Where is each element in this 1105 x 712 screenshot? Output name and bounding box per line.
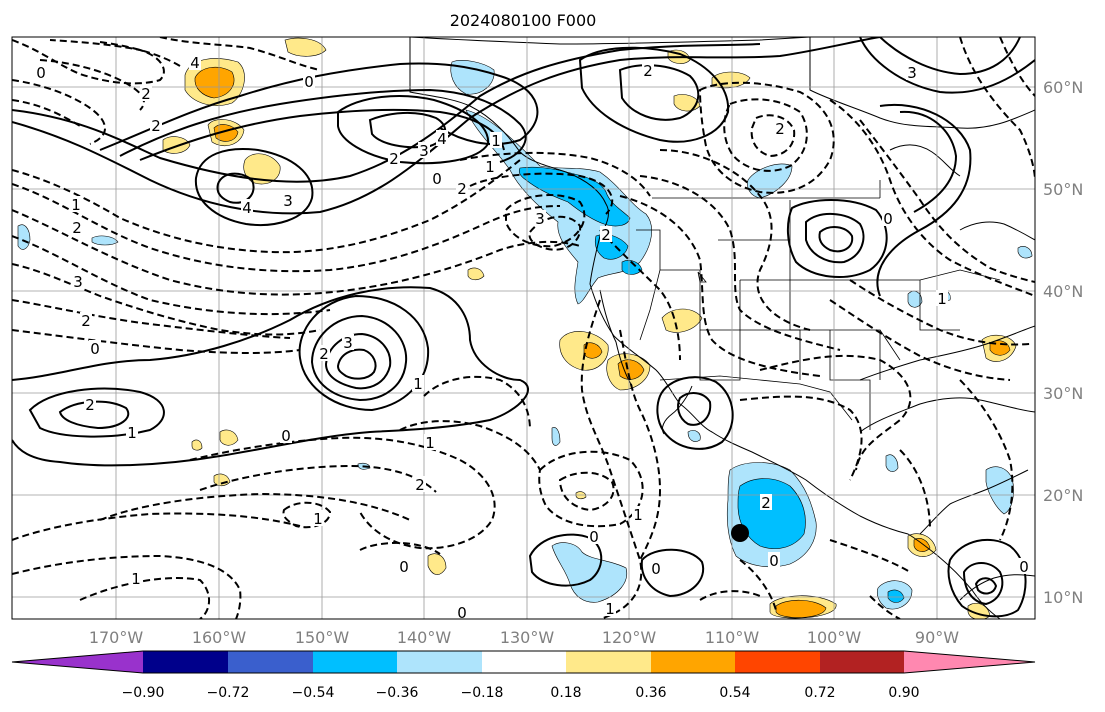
- contour-label: 4: [242, 199, 252, 217]
- contour-label: 1: [425, 434, 435, 452]
- lon-label: 140°W: [397, 628, 452, 647]
- contour-label: 3: [419, 142, 429, 160]
- contour-label: 2: [319, 345, 329, 363]
- contour-label: 1: [131, 570, 141, 588]
- contour-label: 2: [761, 494, 771, 512]
- contour-label: 0: [90, 340, 100, 358]
- lon-label: 160°W: [192, 628, 247, 647]
- contour-label: 2: [415, 476, 425, 494]
- contour-label: 1: [413, 375, 423, 393]
- contour-label: 4: [437, 130, 447, 148]
- map-frame: [11, 36, 1036, 620]
- colorbar-bin: [735, 651, 820, 673]
- contour-labels: 0 4 2 0 2 4 3 2 0 2 4 3 1 2 3 2 0 2 3 2 …: [35, 54, 1030, 622]
- lon-label: 150°W: [295, 628, 350, 647]
- colorbar-bin: [228, 651, 313, 673]
- lat-label: 60°N: [1043, 78, 1083, 97]
- contour-label: 3: [343, 334, 353, 352]
- lon-label: 170°W: [89, 628, 144, 647]
- contour-label: 3: [907, 64, 917, 82]
- lat-label: 20°N: [1043, 486, 1083, 505]
- map-area: 0 4 2 0 2 4 3 2 0 2 4 3 1 2 3 2 0 2 3 2 …: [12, 37, 1035, 622]
- contour-label: 2: [141, 85, 151, 103]
- contour-label: 1: [313, 510, 323, 528]
- lat-label: 50°N: [1043, 180, 1083, 199]
- contour-label: 2: [85, 396, 95, 414]
- colorbar-bin: [313, 651, 397, 673]
- colorbar-tick: 0.90: [888, 685, 919, 701]
- solid-contours: [12, 37, 1035, 618]
- contour-label: 0: [399, 558, 409, 576]
- colorbar-bin: [820, 651, 904, 673]
- figure-title: 2024080100 F000: [450, 11, 597, 30]
- colorbar-tick: 0.72: [804, 685, 835, 701]
- contour-label: 1: [633, 506, 643, 524]
- lat-label: 40°N: [1043, 282, 1083, 301]
- contour-label: 0: [589, 528, 599, 546]
- contour-label: 1: [937, 290, 947, 308]
- contour-label: 4: [190, 54, 200, 72]
- colorbar-bin: [397, 651, 482, 673]
- lon-label: 90°W: [915, 628, 959, 647]
- contour-label: 1: [491, 132, 501, 150]
- contour-label: 3: [535, 210, 545, 228]
- colorbar-max-extend: [904, 651, 1035, 673]
- lat-label: 10°N: [1043, 588, 1083, 607]
- colorbar-bin: [566, 651, 651, 673]
- shading-positive: [162, 37, 1017, 619]
- colorbar-tick: 0.18: [550, 685, 581, 701]
- contour-label: 0: [1019, 558, 1029, 576]
- lon-label: 100°W: [807, 628, 862, 647]
- shading-negative: [17, 60, 1033, 610]
- contour-label: 2: [643, 62, 653, 80]
- contour-label: 3: [73, 273, 83, 291]
- colorbar-tick: −0.54: [292, 685, 335, 701]
- contour-label: 0: [457, 604, 467, 622]
- lon-label: 110°W: [705, 628, 760, 647]
- colorbar: −0.90 −0.72 −0.54 −0.36 −0.18 0.18 0.36 …: [11, 650, 1036, 701]
- contour-label: 1: [605, 600, 615, 618]
- colorbar-tick: −0.18: [461, 685, 504, 701]
- colorbar-tick: −0.90: [122, 685, 165, 701]
- contour-label: 1: [71, 196, 81, 214]
- dashed-contours: [12, 37, 1035, 619]
- contour-label: 1: [127, 424, 137, 442]
- contour-label: 2: [81, 312, 91, 330]
- contour-label: 0: [281, 427, 291, 445]
- lat-label: 30°N: [1043, 384, 1083, 403]
- contour-label: 0: [432, 170, 442, 188]
- contour-label: 0: [883, 210, 893, 228]
- colorbar-bin: [651, 651, 735, 673]
- coastlines: [409, 37, 1035, 619]
- colorbar-tick: 0.54: [719, 685, 750, 701]
- contour-label: 2: [72, 219, 82, 237]
- longitude-labels: 170°W 160°W 150°W 140°W 130°W 120°W 110°…: [89, 628, 959, 647]
- lon-label: 130°W: [500, 628, 555, 647]
- contour-label: 0: [36, 64, 46, 82]
- political-borders: [636, 180, 1001, 430]
- contour-label: 1: [485, 158, 495, 176]
- contour-label: 0: [304, 73, 314, 91]
- colorbar-tick: −0.72: [207, 685, 250, 701]
- contour-label: 3: [283, 192, 293, 210]
- contour-label: 0: [769, 552, 779, 570]
- contour-label: 2: [775, 120, 785, 138]
- contour-label: 2: [601, 226, 611, 244]
- colorbar-bin: [482, 651, 566, 673]
- contour-label: 2: [151, 117, 161, 135]
- lon-label: 120°W: [602, 628, 657, 647]
- colorbar-outline: [11, 650, 1036, 674]
- latitude-labels: 60°N 50°N 40°N 30°N 20°N 10°N: [1043, 78, 1083, 607]
- colorbar-min-extend: [12, 651, 143, 673]
- contour-label: 2: [457, 180, 467, 198]
- colorbar-tick: −0.36: [376, 685, 419, 701]
- contour-label: 0: [651, 560, 661, 578]
- contour-label: 2: [389, 150, 399, 168]
- black-dot-marker: [731, 524, 749, 542]
- colorbar-tick: 0.36: [635, 685, 666, 701]
- colorbar-bin: [143, 651, 228, 673]
